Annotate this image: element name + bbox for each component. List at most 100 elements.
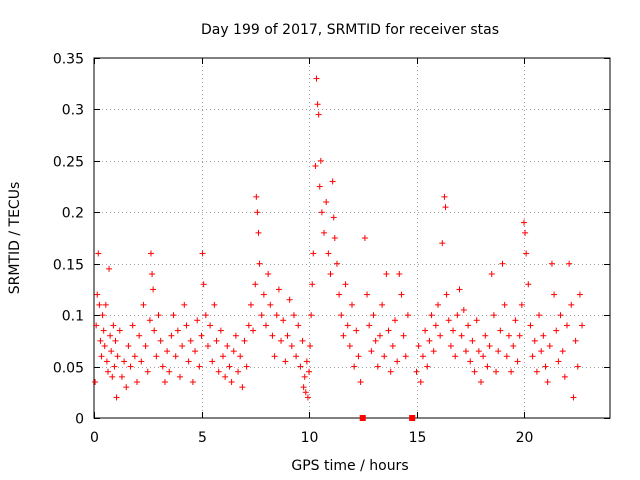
data-point — [374, 363, 381, 370]
data-point — [353, 327, 360, 334]
data-point — [486, 343, 493, 349]
data-point — [211, 301, 218, 308]
data-point — [437, 332, 444, 339]
data-point — [306, 368, 312, 375]
data-point — [364, 291, 371, 298]
data-point — [471, 368, 478, 375]
data-point — [140, 301, 147, 308]
data-point — [121, 358, 128, 365]
data-point — [462, 348, 469, 355]
data-point — [280, 317, 287, 324]
data-point — [338, 312, 345, 319]
data-point — [97, 337, 104, 344]
data-point — [278, 337, 285, 344]
data-point — [346, 343, 353, 349]
y-tick-label: 0.25 — [53, 155, 84, 171]
data-point — [253, 193, 260, 200]
data-point — [327, 271, 334, 277]
data-point — [174, 327, 181, 334]
data-point — [157, 337, 164, 344]
data-point — [478, 379, 484, 385]
data-point — [301, 373, 308, 380]
data-point — [413, 368, 420, 375]
data-point — [94, 291, 101, 298]
data-point — [557, 312, 564, 319]
data-point — [150, 286, 157, 293]
data-point — [432, 322, 439, 329]
data-point — [576, 291, 583, 298]
data-point — [308, 312, 315, 319]
data-point — [430, 348, 437, 355]
data-point — [168, 332, 175, 339]
data-point — [228, 379, 235, 385]
data-point — [443, 291, 450, 298]
x-tick-label: 15 — [409, 430, 427, 446]
data-point — [230, 348, 237, 355]
data-point — [394, 358, 401, 365]
data-point — [404, 312, 411, 319]
data-point — [111, 363, 118, 370]
data-point — [396, 271, 403, 277]
data-point — [307, 343, 314, 349]
data-point — [146, 317, 153, 324]
data-point — [99, 312, 106, 319]
data-point — [435, 301, 441, 308]
data-point — [527, 322, 534, 329]
data-point — [529, 353, 536, 360]
data-point — [177, 373, 183, 380]
ticks-layer — [94, 58, 610, 419]
data-point — [482, 332, 489, 339]
data-point — [207, 322, 214, 329]
data-point — [551, 291, 558, 298]
data-point — [533, 368, 540, 375]
data-point — [559, 348, 566, 355]
data-point — [344, 322, 351, 329]
data-point — [164, 348, 171, 355]
data-point — [493, 368, 500, 375]
data-point — [336, 291, 343, 298]
data-point — [465, 322, 472, 329]
data-point — [445, 317, 452, 324]
y-tick-label: 0 — [75, 412, 84, 428]
data-point — [213, 337, 220, 344]
data-point — [258, 312, 265, 319]
y-tick-label: 0.3 — [62, 103, 84, 119]
data-point — [523, 250, 530, 257]
chart-title: Day 199 of 2017, SRMTID for receiver sta… — [201, 22, 499, 38]
data-point — [357, 379, 364, 385]
data-point — [142, 343, 149, 349]
data-point — [161, 379, 168, 385]
data-point — [398, 291, 405, 298]
data-point — [138, 358, 145, 365]
data-point — [159, 363, 166, 370]
data-point — [114, 353, 121, 360]
data-point — [204, 343, 211, 349]
data-point — [224, 343, 231, 349]
y-tick-label: 0.15 — [53, 258, 84, 274]
data-point — [118, 373, 125, 380]
grid-layer — [94, 58, 610, 418]
data-point — [570, 394, 577, 401]
data-point — [368, 348, 375, 355]
data-point — [574, 363, 581, 370]
data-point — [92, 379, 99, 385]
data-point — [330, 214, 337, 221]
data-point — [275, 286, 282, 293]
data-point — [503, 353, 510, 360]
data-point — [144, 368, 151, 375]
data-point — [103, 358, 110, 365]
data-point — [199, 250, 206, 257]
data-point — [185, 358, 192, 365]
y-tick-label: 0.2 — [62, 206, 84, 222]
data-point — [179, 343, 186, 349]
y-tick-labels: 0 0.05 0.1 0.15 0.2 0.25 0.3 0.35 — [53, 52, 84, 428]
data-point — [241, 337, 248, 344]
plot-frame — [93, 57, 611, 419]
data-point — [499, 260, 506, 267]
data-point — [561, 373, 568, 380]
data-point — [107, 332, 114, 339]
data-point — [288, 343, 295, 349]
data-point — [187, 337, 194, 344]
data-point — [351, 363, 358, 370]
